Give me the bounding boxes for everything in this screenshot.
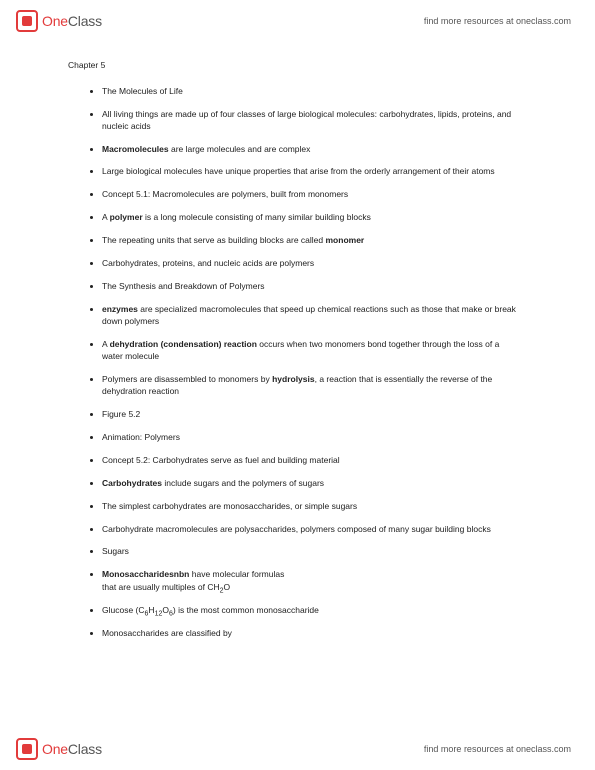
note-bullet: Concept 5.1: Macromolecules are polymers… <box>102 189 527 201</box>
note-bullet: enzymes are specialized macromolecules t… <box>102 304 527 328</box>
note-bullet: Concept 5.2: Carbohydrates serve as fuel… <box>102 455 527 467</box>
logo-text-class: Class <box>68 741 102 757</box>
note-bullet: The simplest carbohydrates are monosacch… <box>102 501 527 513</box>
logo-text-footer: OneClass <box>42 741 102 757</box>
note-bullet: The repeating units that serve as buildi… <box>102 235 527 247</box>
note-bullet: Polymers are disassembled to monomers by… <box>102 374 527 398</box>
page-header: OneClass find more resources at oneclass… <box>0 0 595 42</box>
note-bullet: Animation: Polymers <box>102 432 527 444</box>
note-bullet: Sugars <box>102 546 527 558</box>
note-bullet: Carbohydrates include sugars and the pol… <box>102 478 527 490</box>
chapter-title: Chapter 5 <box>68 60 527 72</box>
note-bullet: Macromolecules are large molecules and a… <box>102 144 527 156</box>
note-bullet: The Synthesis and Breakdown of Polymers <box>102 281 527 293</box>
note-bullet: Figure 5.2 <box>102 409 527 421</box>
logo-text: OneClass <box>42 13 102 29</box>
logo-text-one: One <box>42 741 68 757</box>
note-bullet: Monosaccharides are classified by <box>102 628 527 640</box>
brand-logo: OneClass <box>16 10 102 32</box>
note-bullet: The Molecules of Life <box>102 86 527 98</box>
page-footer: OneClass find more resources at oneclass… <box>0 728 595 770</box>
note-bullet: A dehydration (condensation) reaction oc… <box>102 339 527 364</box>
note-bullet: Monosaccharidesnbn have molecular formul… <box>102 569 527 594</box>
note-bullet: A polymer is a long molecule consisting … <box>102 212 527 224</box>
note-bullet: Carbohydrates, proteins, and nucleic aci… <box>102 258 527 270</box>
footer-resources-link[interactable]: find more resources at oneclass.com <box>424 744 571 754</box>
note-bullet: Large biological molecules have unique p… <box>102 166 527 178</box>
logo-text-one: One <box>42 13 68 29</box>
document-body: Chapter 5 The Molecules of Life All livin… <box>0 42 595 701</box>
brand-logo-footer: OneClass <box>16 738 102 760</box>
logo-mark-icon <box>16 738 38 760</box>
note-bullet: All living things are made up of four cl… <box>102 109 527 133</box>
note-bullet: Carbohydrate macromolecules are polysacc… <box>102 524 527 536</box>
note-bullet: Glucose (C6H12O6) is the most common mon… <box>102 605 527 617</box>
notes-list: The Molecules of Life All living things a… <box>68 86 527 640</box>
header-resources-link[interactable]: find more resources at oneclass.com <box>424 16 571 26</box>
logo-mark-icon <box>16 10 38 32</box>
logo-text-class: Class <box>68 13 102 29</box>
